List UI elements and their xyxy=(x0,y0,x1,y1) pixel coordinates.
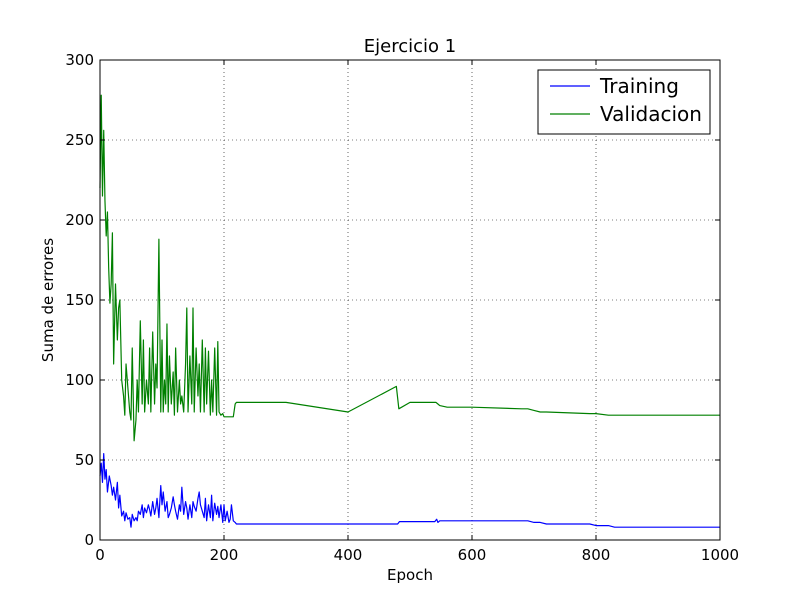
y-tick-label: 50 xyxy=(75,451,94,469)
y-axis-label: Suma de errores xyxy=(39,238,57,362)
y-tick-label: 250 xyxy=(65,131,94,149)
series-line-validacion xyxy=(99,94,720,442)
legend-box xyxy=(537,69,711,135)
legend-label-validacion: Validacion xyxy=(600,102,702,126)
x-tick-label: 400 xyxy=(334,546,363,564)
y-tick-label: 300 xyxy=(65,51,94,69)
x-tick-label: 1000 xyxy=(701,546,739,564)
x-tick-label: 200 xyxy=(210,546,239,564)
y-tick-label: 0 xyxy=(84,531,94,549)
chart-title: Ejercicio 1 xyxy=(364,36,456,57)
y-tick-label: 200 xyxy=(65,211,94,229)
ticks: 0 200 400 600 800 1000 0 50 100 150 200 250 300 xyxy=(65,51,739,564)
y-tick-label: 150 xyxy=(65,291,94,309)
y-tick-label: 100 xyxy=(65,371,94,389)
grid xyxy=(100,60,720,540)
x-tick-label: 600 xyxy=(458,546,487,564)
x-tick-label: 0 xyxy=(95,546,105,564)
legend: Training Validacion xyxy=(537,69,711,135)
series-line-training xyxy=(99,453,720,528)
plot-lines xyxy=(99,94,720,528)
legend-label-training: Training xyxy=(599,74,679,98)
x-axis-label: Epoch xyxy=(387,566,433,584)
x-tick-label: 800 xyxy=(582,546,611,564)
